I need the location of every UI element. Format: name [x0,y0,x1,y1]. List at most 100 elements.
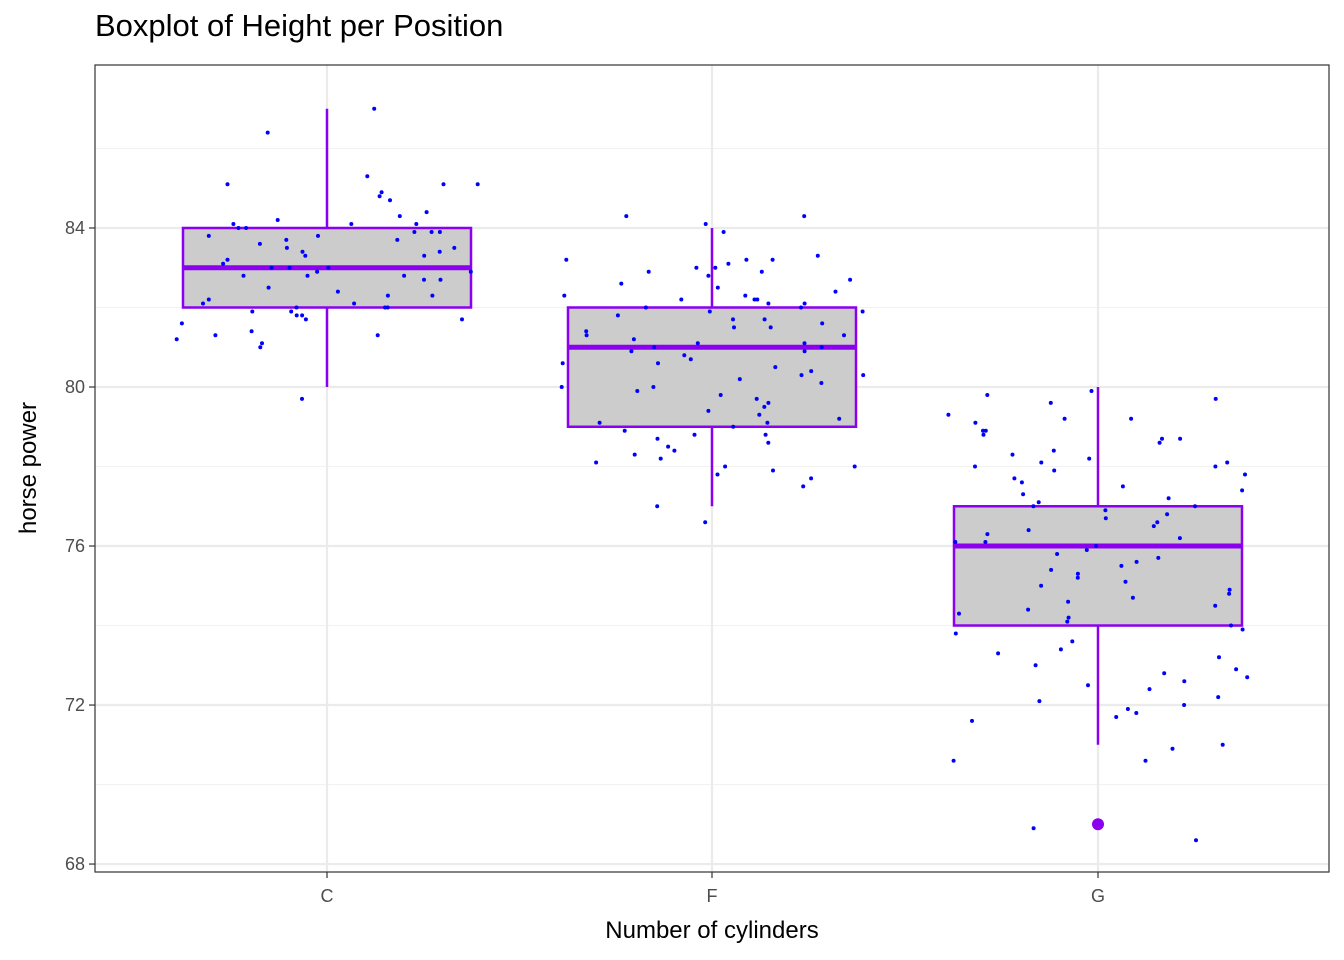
jitter-point [1120,484,1125,489]
jitter-point [815,253,820,258]
jitter-point [1166,496,1171,501]
jitter-point [802,214,807,219]
y-tick-label: 84 [65,218,85,238]
jitter-point [973,464,977,469]
jitter-point [1039,583,1044,588]
jitter-point [244,226,249,230]
jitter-point [996,651,1001,656]
jitter-point [799,373,804,378]
jitter-point [1243,472,1247,477]
jitter-point [1182,679,1187,684]
jitter-point [265,130,270,135]
jitter-point [1123,579,1128,584]
jitter-point [385,305,390,310]
jitter-point [970,718,974,723]
jitter-point [1213,603,1218,608]
jitter-point [372,106,377,111]
jitter-point [820,321,825,326]
jitter-point [629,349,634,354]
jitter-point [422,253,427,258]
jitter-point [703,520,708,525]
jitter-point [646,269,651,274]
jitter-point [402,273,407,278]
jitter-point [981,432,986,437]
jitter-point [1143,758,1148,763]
box-iqr [566,306,858,429]
jitter-point [632,452,637,457]
jitter-point [1227,591,1232,596]
y-tick-label: 72 [65,695,85,715]
jitter-point [983,428,988,433]
jitter-point [1066,599,1071,604]
jitter-point [743,293,748,298]
jitter-point [1234,667,1239,672]
jitter-point [303,317,308,322]
jitter-point [475,182,480,187]
jitter-point [460,317,464,322]
jitter-point [1240,627,1245,632]
jitter-point [275,218,280,222]
jitter-point [757,412,762,417]
jitter-point [424,210,429,215]
jitter-point [771,468,775,473]
jitter-point [1227,587,1232,592]
jitter-point [258,345,263,350]
jitter-point [1216,695,1221,700]
jitter-point [715,472,720,477]
jitter-point [1089,389,1094,393]
jitter-point [1026,528,1031,533]
jitter-point [622,428,627,433]
jitter-point [1194,838,1198,843]
jitter-point [731,317,735,322]
jitter-point [1130,595,1135,600]
jitter-point [707,309,712,314]
jitter-point [206,233,211,238]
jitter-point [766,400,771,405]
y-tick-label: 76 [65,536,85,556]
jitter-point [666,444,671,449]
jitter-point [672,448,677,453]
jitter-point [1049,567,1054,572]
jitter-point [973,420,978,425]
jitter-point [1245,675,1250,680]
jitter-point [983,540,988,544]
jitter-point [1058,647,1063,652]
jitter-point [643,305,648,310]
jitter-point [802,349,807,354]
jitter-point [766,440,771,445]
outlier-point [1092,818,1104,831]
box-iqr [952,505,1244,627]
jitter-point [1193,504,1197,509]
jitter-point [560,361,565,366]
jitter-point [682,353,687,358]
jitter-point [1051,448,1056,453]
jitter-point [1177,536,1182,541]
jitter-point [438,277,443,282]
jitter-point [1075,571,1080,576]
jitter-point [731,424,736,429]
jitter-point [679,297,684,302]
jitter-point [437,230,442,234]
jitter-point [594,460,599,465]
jitter-point [430,293,435,298]
jitter-point [799,305,803,310]
jitter-point [773,365,778,370]
y-tick-label: 80 [65,377,85,397]
jitter-point [174,337,179,342]
jitter-point [1134,559,1139,564]
jitter-point [703,222,708,226]
jitter-point [300,249,305,254]
jitter-point [754,396,759,401]
box-C [181,108,473,388]
jitter-point [706,273,711,278]
jitter-point [294,313,299,318]
jitter-point [1147,687,1152,692]
jitter-point [833,289,838,294]
jitter-point [349,222,354,226]
jitter-point [377,194,382,199]
jitter-point [269,265,274,270]
jitter-point [412,230,417,234]
jitter-point [809,369,814,374]
jitter-point [1039,460,1044,465]
jitter-point [1114,715,1119,719]
